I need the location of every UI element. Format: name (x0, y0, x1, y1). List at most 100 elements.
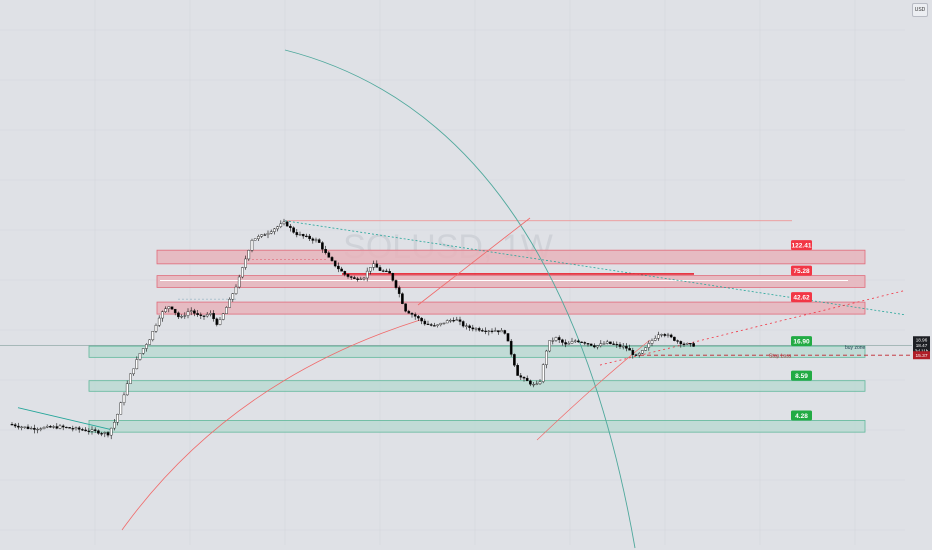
candle (455, 319, 459, 321)
candle (439, 322, 443, 326)
candle (55, 426, 59, 429)
zone-label-box (791, 336, 812, 347)
zone-resistance-1 (156, 249, 866, 265)
candle (644, 347, 647, 351)
candle (202, 315, 206, 317)
candle (461, 321, 465, 327)
currency-selector[interactable]: USD (912, 3, 928, 17)
downtrend-dotted-line (284, 220, 906, 316)
candle (205, 314, 209, 317)
candle (468, 325, 471, 328)
candle (177, 312, 180, 318)
candle (497, 330, 500, 333)
zone-label-text: 4.28 (795, 413, 808, 420)
candle (148, 339, 151, 345)
candle (340, 268, 343, 272)
candle (385, 270, 388, 272)
candle (276, 226, 279, 230)
candle (353, 277, 356, 279)
zone-label-box (791, 265, 812, 276)
candle (596, 345, 599, 348)
candle (477, 328, 481, 331)
candle (116, 413, 119, 423)
candle (257, 236, 260, 239)
candle (343, 271, 347, 275)
candle (231, 293, 235, 300)
candle (327, 252, 331, 258)
candle (29, 427, 33, 430)
candle (145, 344, 148, 349)
candle (442, 322, 446, 324)
candle (90, 429, 94, 432)
candle (529, 380, 532, 385)
zone-support-1 (88, 345, 866, 358)
zone-label: 75.28 (791, 265, 812, 276)
candle (209, 313, 212, 315)
candle (471, 327, 475, 330)
candle (369, 267, 372, 272)
current-price-badge (913, 336, 930, 355)
candle (673, 336, 676, 341)
candle (154, 325, 158, 332)
candle (653, 338, 657, 341)
candle (541, 364, 545, 382)
candle (196, 313, 199, 316)
candle (295, 232, 299, 236)
candle (557, 337, 561, 341)
candle (631, 350, 635, 355)
grid-lines (0, 0, 905, 545)
candle (186, 311, 190, 316)
candle (561, 339, 564, 343)
candle (337, 265, 340, 270)
candle (151, 331, 155, 341)
candle (45, 426, 49, 428)
candle (513, 354, 516, 366)
candle (356, 278, 359, 280)
candle (570, 341, 574, 344)
drawn-trend-lines (0, 49, 912, 549)
candle (365, 270, 369, 279)
candle (311, 238, 315, 241)
candle (532, 384, 535, 386)
candle (490, 330, 494, 332)
candle (621, 346, 625, 348)
candle (634, 354, 638, 356)
candle (23, 426, 27, 428)
candle (487, 330, 491, 332)
candle (212, 313, 215, 320)
zone-label-text: 75.28 (793, 268, 810, 275)
candle (599, 343, 603, 346)
candle (612, 343, 615, 345)
candle (685, 343, 689, 345)
candle (241, 267, 244, 278)
candle (577, 340, 580, 343)
candle (103, 432, 107, 434)
candle (372, 263, 375, 268)
candle (135, 359, 139, 370)
candle (516, 365, 519, 376)
zone-label: 16.90 (791, 336, 812, 347)
candle (74, 427, 78, 430)
candle (298, 234, 302, 236)
candle (445, 320, 449, 324)
candle (84, 429, 87, 432)
candle (538, 381, 542, 385)
candle (77, 427, 81, 430)
candle (394, 280, 398, 288)
candle (324, 249, 327, 254)
candle (250, 240, 254, 251)
candle (87, 430, 91, 432)
candle (180, 316, 183, 318)
candle (20, 426, 23, 428)
candle (407, 310, 411, 314)
candlesticks (10, 218, 695, 440)
candle (189, 310, 193, 312)
candle (426, 323, 430, 325)
candle (314, 239, 318, 241)
candle (161, 311, 164, 319)
zone-label-box (791, 370, 812, 381)
candle (676, 340, 679, 342)
candle (119, 402, 123, 415)
